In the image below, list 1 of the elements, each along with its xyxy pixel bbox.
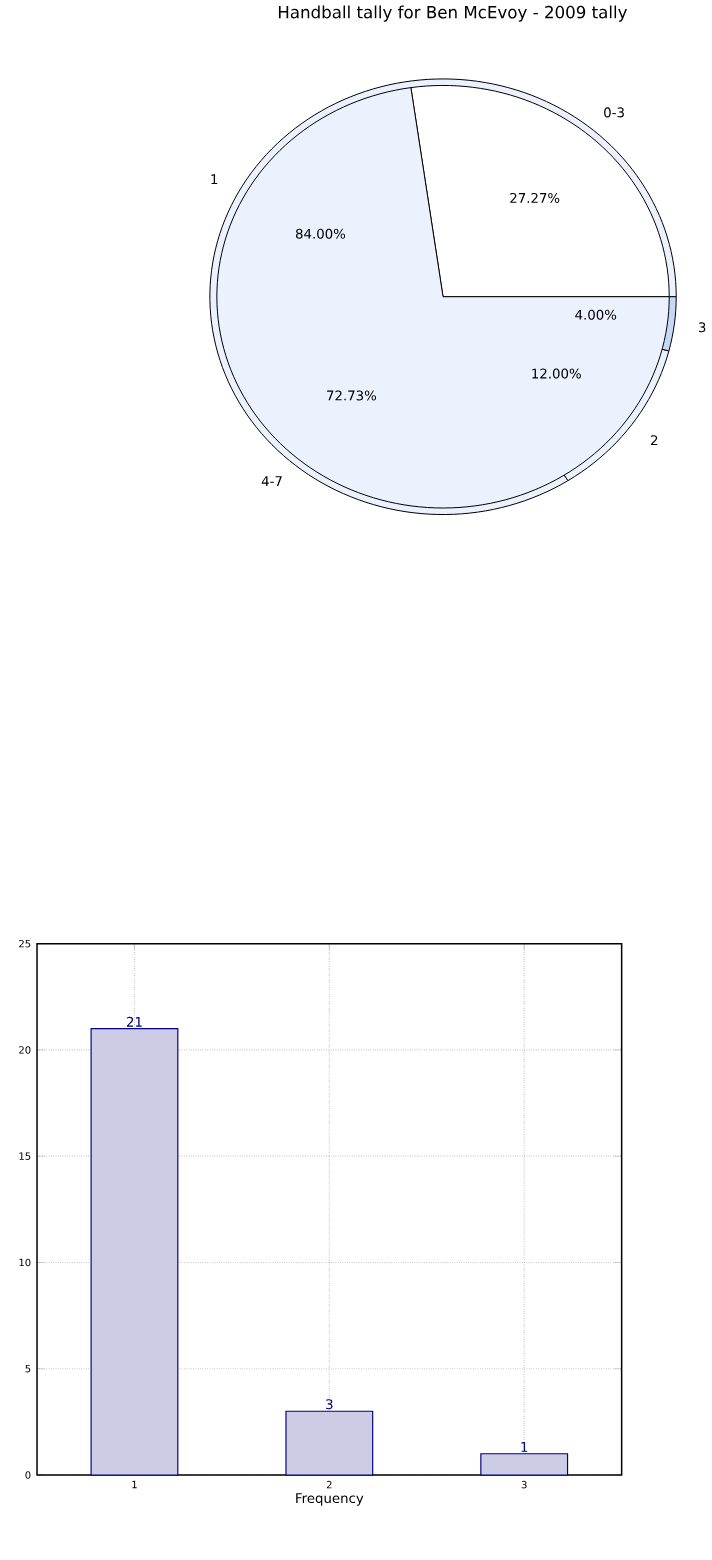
chart-title: Handball tally for Ben McEvoy - 2009 tally	[278, 5, 628, 22]
